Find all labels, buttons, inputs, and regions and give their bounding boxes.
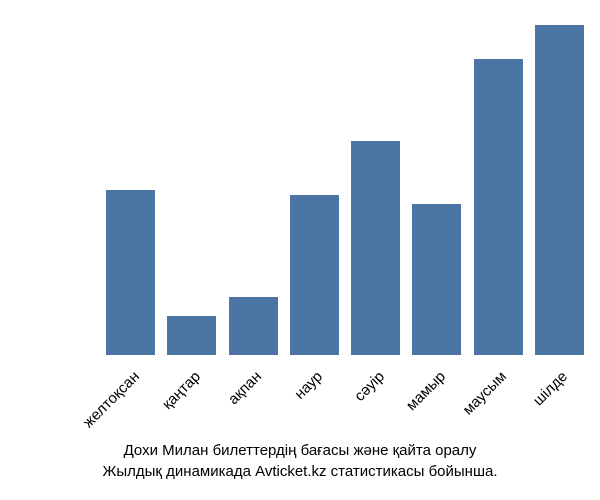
x-tick-label: қаңтар	[159, 368, 204, 413]
caption-line-1: Дохи Милан билеттердің бағасы және қайта…	[0, 440, 600, 461]
x-tick-label: мамыр	[403, 368, 449, 414]
bar-wrap	[100, 15, 161, 355]
bar-wrap	[284, 15, 345, 355]
bars-container	[100, 15, 590, 355]
bar-wrap	[406, 15, 467, 355]
bar	[229, 297, 278, 355]
bar-wrap	[468, 15, 529, 355]
bar-wrap	[161, 15, 222, 355]
x-tick-label: наур	[292, 368, 327, 403]
caption-line-2: Жылдық динамикада Avticket.kz статистика…	[0, 461, 600, 482]
chart-area	[100, 15, 590, 355]
bar	[167, 316, 216, 355]
chart-caption: Дохи Милан билеттердің бағасы және қайта…	[0, 440, 600, 482]
bar	[474, 59, 523, 355]
bar	[351, 141, 400, 355]
x-tick-label: шілде	[530, 368, 571, 409]
bar	[106, 190, 155, 355]
bar-wrap	[529, 15, 590, 355]
x-tick-label: маусым	[460, 368, 511, 419]
bar-wrap	[345, 15, 406, 355]
x-tick-label: сәуір	[351, 368, 388, 405]
bar-wrap	[223, 15, 284, 355]
bar	[290, 195, 339, 355]
x-tick-label: ақпан	[225, 368, 265, 408]
bar	[412, 204, 461, 355]
x-tick-label: желтоқсан	[79, 368, 142, 431]
bar	[535, 25, 584, 355]
